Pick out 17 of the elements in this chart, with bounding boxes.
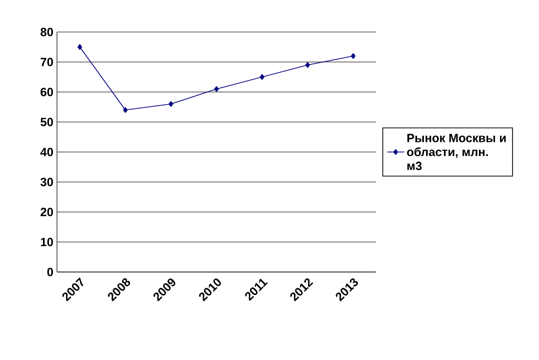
point <box>168 101 174 107</box>
y-tick-label: 30 <box>40 178 53 186</box>
point <box>123 107 128 113</box>
point <box>305 62 310 68</box>
y-tick-label: 10 <box>40 238 53 246</box>
legend-label: Рынок Москвы и области, млн. м3 <box>407 134 506 170</box>
y-tick-label: 20 <box>40 208 53 216</box>
y-tick-label: 60 <box>40 88 53 96</box>
y-tick-label: 40 <box>40 148 53 156</box>
y-tick-label: 70 <box>40 58 53 66</box>
point <box>260 74 264 80</box>
y-tick-label: 0 <box>47 268 53 276</box>
point <box>214 86 219 92</box>
y-tick-label: 80 <box>40 28 53 36</box>
point <box>350 53 356 59</box>
point <box>78 44 82 50</box>
y-tick-label: 50 <box>40 118 53 126</box>
